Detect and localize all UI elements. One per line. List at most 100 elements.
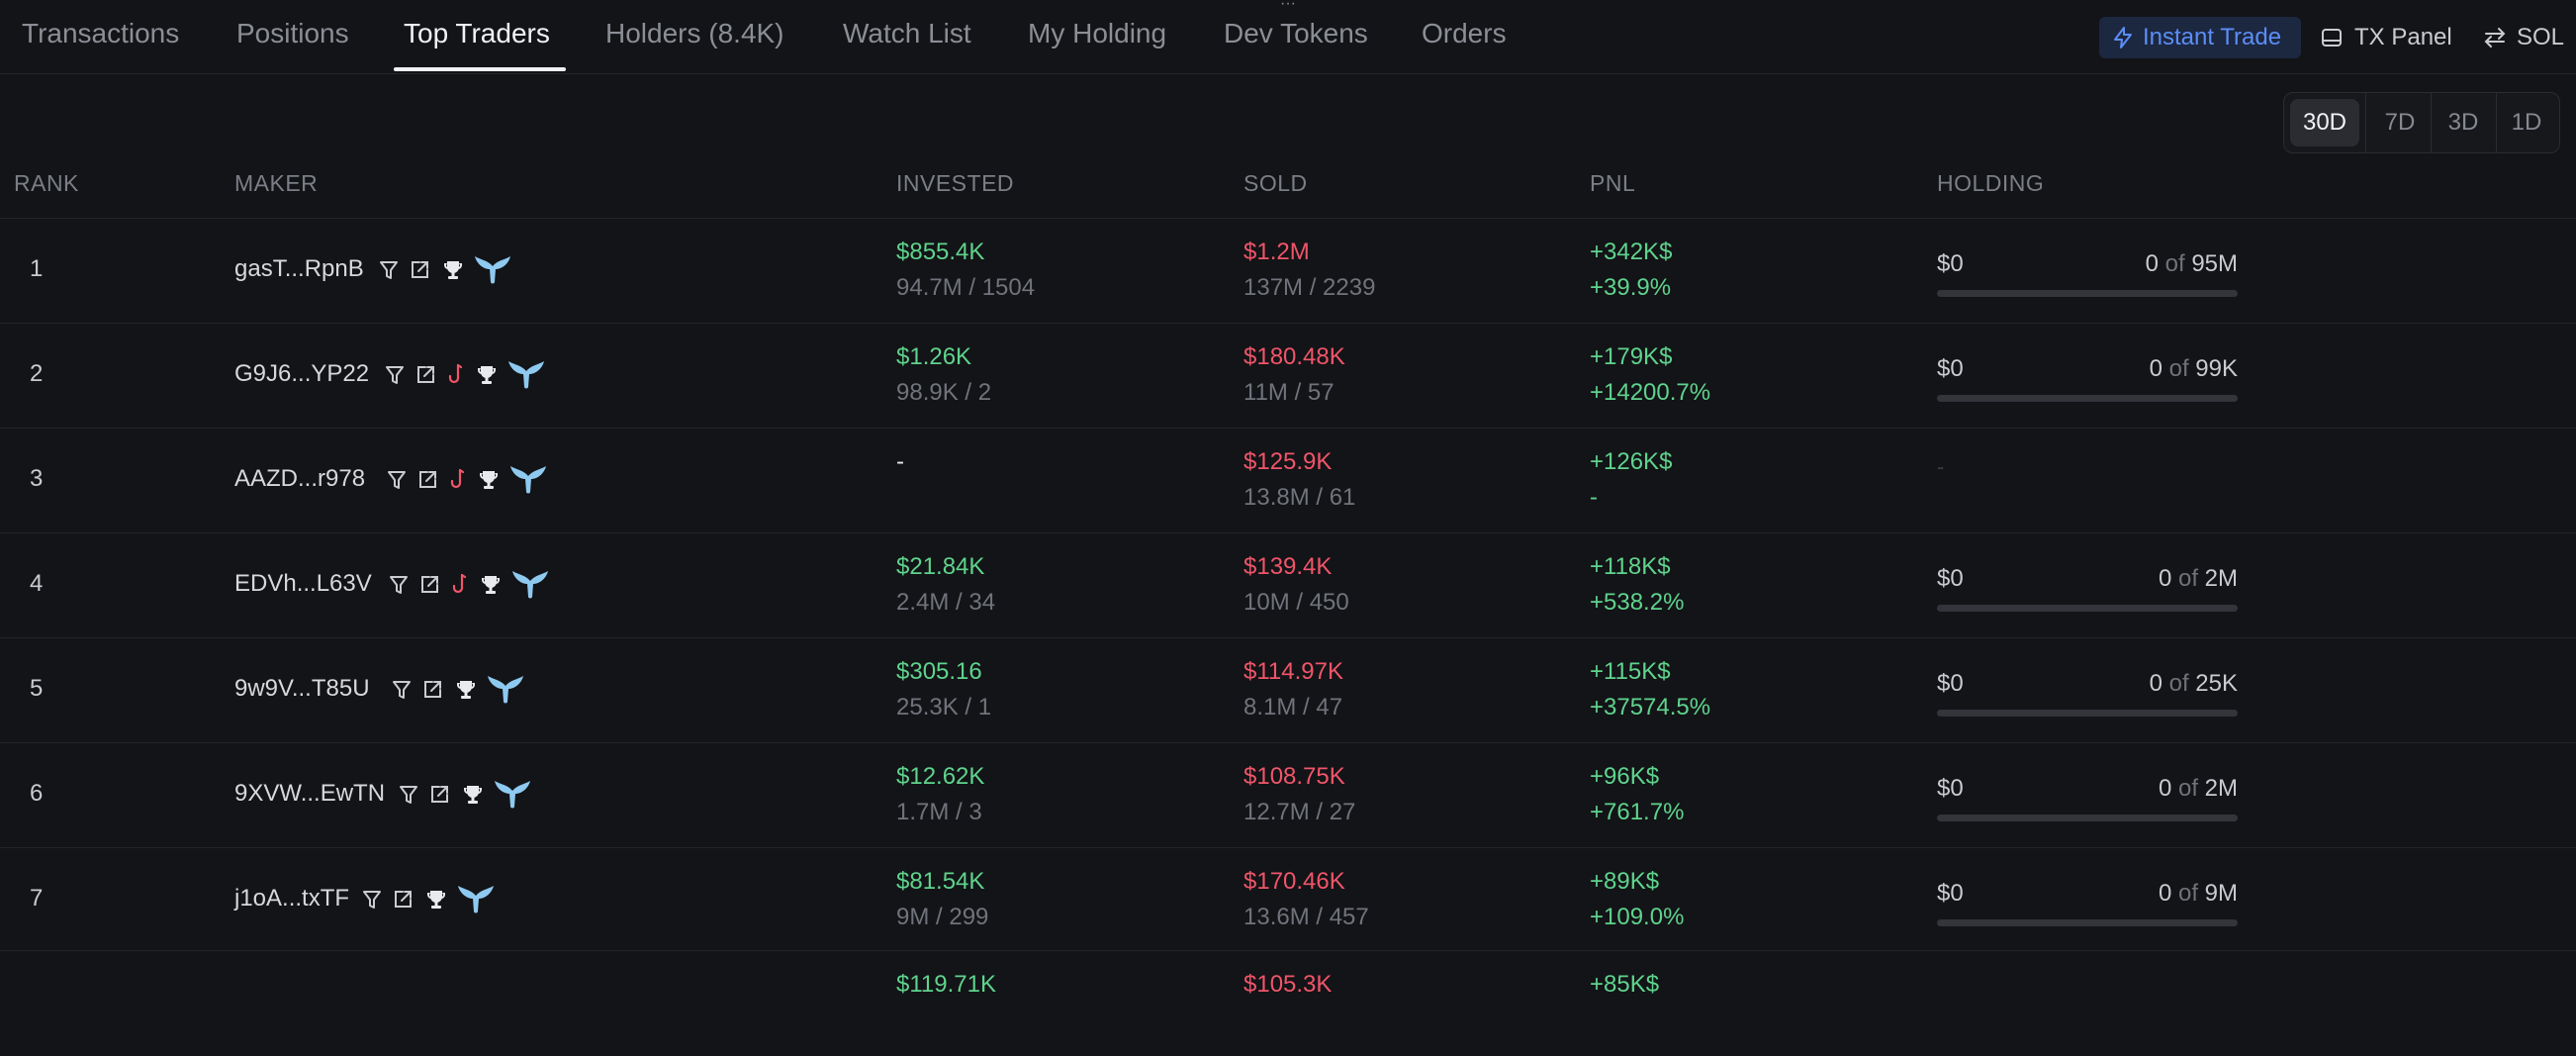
column-header-sold[interactable]: SOLD bbox=[1243, 170, 1308, 196]
holding-empty: - bbox=[1937, 454, 1945, 479]
active-tab-indicator bbox=[394, 67, 566, 71]
currency-toggle[interactable]: SOL bbox=[2483, 17, 2572, 58]
filter-icon[interactable] bbox=[399, 784, 418, 806]
invested-value: - bbox=[896, 448, 904, 475]
sold-detail: 10M / 450 bbox=[1243, 589, 1349, 616]
whale-tail-icon bbox=[512, 571, 548, 599]
currency-label: SOL bbox=[2517, 24, 2565, 50]
filter-icon[interactable] bbox=[362, 889, 382, 911]
pnl-value: +89K$ bbox=[1590, 868, 1660, 895]
filter-icon[interactable] bbox=[379, 259, 399, 281]
trophy-icon bbox=[457, 681, 475, 699]
rank-cell: 7 bbox=[30, 885, 44, 912]
external-link-icon[interactable] bbox=[428, 784, 450, 806]
sold-detail: 8.1M / 47 bbox=[1243, 694, 1343, 720]
sold-detail: 137M / 2239 bbox=[1243, 274, 1376, 301]
table-row[interactable]: 6 9XVW...EwTN $12.62K 1.7M / 3 $108.75K … bbox=[0, 742, 2576, 848]
trophy-icon bbox=[482, 576, 500, 594]
external-link-icon[interactable] bbox=[418, 574, 440, 596]
tab-top-traders[interactable]: Top Traders bbox=[404, 18, 550, 48]
invested-detail: 1.7M / 3 bbox=[896, 799, 982, 825]
maker-address[interactable]: EDVh...L63V bbox=[234, 570, 372, 597]
tab-positions[interactable]: Positions bbox=[236, 18, 349, 48]
invested-detail: 2.4M / 34 bbox=[896, 589, 996, 616]
maker-address[interactable]: G9J6...YP22 bbox=[234, 360, 370, 387]
rank-cell: 5 bbox=[30, 675, 44, 702]
table-row[interactable]: 1 gasT...RpnB $855.4K 94.7M / 1504 $1.2M… bbox=[0, 218, 2576, 324]
invested-detail: 98.9K / 2 bbox=[896, 379, 992, 406]
tab-watch-list[interactable]: Watch List bbox=[843, 18, 971, 48]
sold-detail: 13.8M / 61 bbox=[1243, 484, 1356, 511]
table-row[interactable]: 2 G9J6...YP22 $1.26K 98.9K / 2 $180.48K … bbox=[0, 323, 2576, 429]
drag-handle[interactable]: ··· bbox=[1280, 0, 1296, 12]
whale-tail-icon bbox=[488, 676, 523, 704]
tab-holders[interactable]: Holders (8.4K) bbox=[605, 18, 784, 48]
table-row[interactable]: 3 AAZD...r978 - $125.9K 13.8M / 61 +126K… bbox=[0, 428, 2576, 533]
trophy-icon bbox=[478, 366, 496, 384]
table-row[interactable]: 7 j1oA...txTF $81.54K 9M / 299 $170.46K … bbox=[0, 847, 2576, 953]
whale-tail-icon bbox=[495, 781, 530, 809]
column-header-invested[interactable]: INVESTED bbox=[896, 170, 1015, 196]
invested-value: $12.62K bbox=[896, 763, 985, 790]
holding-usd: $0 bbox=[1937, 355, 1964, 382]
period-1d[interactable]: 1D bbox=[2511, 109, 2542, 136]
sold-value: $139.4K bbox=[1243, 553, 1333, 580]
filter-icon[interactable] bbox=[389, 574, 409, 596]
tab-my-holding[interactable]: My Holding bbox=[1028, 18, 1167, 48]
bolt-icon bbox=[2114, 27, 2132, 48]
holding-amount: 0 of 95M bbox=[2145, 250, 2238, 277]
period-3d[interactable]: 3D bbox=[2447, 109, 2479, 136]
holding-amount: 0 of 2M bbox=[2158, 775, 2238, 802]
tx-panel-button[interactable]: TX Panel bbox=[2321, 17, 2459, 58]
filter-icon[interactable] bbox=[385, 364, 405, 386]
table-row[interactable]: 5 9w9V...T85U $305.16 25.3K / 1 $114.97K… bbox=[0, 637, 2576, 743]
column-header-pnl[interactable]: PNL bbox=[1590, 170, 1636, 196]
maker-address[interactable]: j1oA...txTF bbox=[234, 885, 350, 912]
sold-detail: 13.6M / 457 bbox=[1243, 904, 1369, 930]
rank-cell: 1 bbox=[30, 255, 44, 282]
whale-tail-icon bbox=[475, 256, 510, 284]
external-link-icon[interactable] bbox=[416, 469, 438, 491]
invested-detail: 25.3K / 1 bbox=[896, 694, 992, 720]
trophy-icon bbox=[444, 261, 462, 279]
holding-progress-bar bbox=[1937, 290, 2238, 297]
table-row[interactable]: 4 EDVh...L63V $21.84K 2.4M / 34 $139.4K … bbox=[0, 532, 2576, 638]
tab-orders[interactable]: Orders bbox=[1422, 18, 1507, 48]
table-row-partial[interactable]: $119.71K $105.3K +85K$ bbox=[0, 950, 2576, 1056]
period-selector: 30D 7D 3D 1D bbox=[2283, 92, 2560, 153]
external-link-icon[interactable] bbox=[392, 889, 414, 911]
filter-icon[interactable] bbox=[392, 679, 412, 701]
period-30d[interactable]: 30D bbox=[2290, 99, 2359, 146]
rank-cell: 3 bbox=[30, 465, 44, 492]
sold-detail: 11M / 57 bbox=[1243, 379, 1334, 406]
column-header-maker: MAKER bbox=[234, 170, 319, 196]
period-7d[interactable]: 7D bbox=[2384, 109, 2416, 136]
holding-progress-bar bbox=[1937, 395, 2238, 402]
maker-address[interactable]: AAZD...r978 bbox=[234, 465, 366, 492]
instant-trade-button[interactable]: Instant Trade bbox=[2099, 17, 2301, 58]
whale-tail-icon bbox=[508, 361, 544, 389]
sold-value: $170.46K bbox=[1243, 868, 1345, 895]
maker-address[interactable]: gasT...RpnB bbox=[234, 255, 364, 282]
pnl-percent: - bbox=[1590, 484, 1598, 511]
external-link-icon[interactable] bbox=[409, 259, 430, 281]
pnl-value: +115K$ bbox=[1590, 658, 1671, 685]
invested-value: $305.16 bbox=[896, 658, 982, 685]
rank-cell: 6 bbox=[30, 780, 44, 807]
maker-address[interactable]: 9w9V...T85U bbox=[234, 675, 370, 702]
sold-value: $114.97K bbox=[1243, 658, 1343, 685]
hook-icon bbox=[448, 363, 463, 384]
tab-transactions[interactable]: Transactions bbox=[22, 18, 180, 48]
holding-usd: $0 bbox=[1937, 775, 1964, 802]
invested-value: $1.26K bbox=[896, 343, 972, 370]
divider bbox=[2496, 93, 2497, 152]
tab-dev-tokens[interactable]: Dev Tokens bbox=[1224, 18, 1368, 48]
maker-address[interactable]: 9XVW...EwTN bbox=[234, 780, 386, 807]
external-link-icon[interactable] bbox=[414, 364, 436, 386]
external-link-icon[interactable] bbox=[421, 679, 443, 701]
holding-progress-bar bbox=[1937, 815, 2238, 821]
column-header-holding[interactable]: HOLDING bbox=[1937, 170, 2045, 196]
sold-value: $180.48K bbox=[1243, 343, 1345, 370]
holding-usd: $0 bbox=[1937, 880, 1964, 907]
filter-icon[interactable] bbox=[387, 469, 407, 491]
